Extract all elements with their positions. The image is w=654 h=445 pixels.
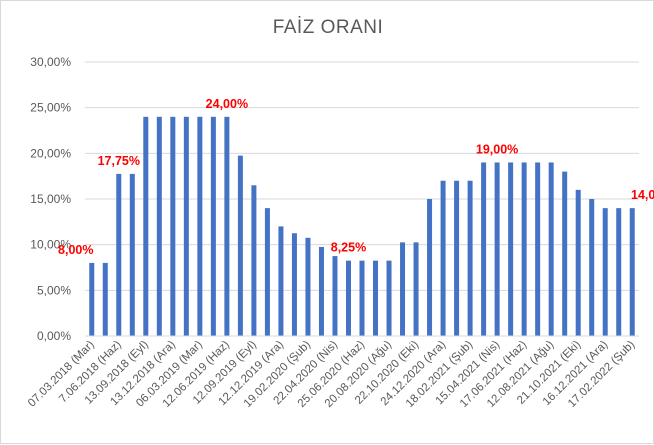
bar (183, 116, 189, 336)
data-label: 8,00% (58, 243, 93, 257)
bar (170, 116, 176, 336)
bar (575, 189, 581, 336)
y-tick-label: 10,00% (30, 238, 71, 252)
bar (305, 237, 311, 336)
y-tick-label: 25,00% (30, 101, 71, 115)
y-tick-label: 0,00% (37, 329, 71, 343)
chart-title: FAİZ ORANI (272, 17, 384, 38)
bar (481, 162, 487, 336)
bar (373, 260, 379, 336)
bar (156, 116, 162, 336)
bar (264, 208, 270, 336)
bar (386, 260, 392, 336)
bar (629, 208, 635, 336)
bar (400, 242, 406, 336)
data-label: 17,75% (98, 154, 140, 168)
bar (413, 242, 419, 336)
data-label: 19,00% (476, 142, 518, 156)
bar (467, 180, 473, 336)
data-label: 24,00% (206, 97, 248, 111)
data-label: 14,00% (631, 188, 654, 202)
y-tick-label: 30,00% (30, 55, 71, 69)
y-tick-label: 20,00% (30, 146, 71, 160)
bar (359, 260, 365, 336)
bar (548, 162, 554, 336)
bar (251, 185, 257, 336)
bar (345, 260, 351, 336)
bar (602, 208, 608, 336)
bar (116, 173, 122, 336)
bar (535, 162, 541, 336)
bar (508, 162, 514, 336)
bar (143, 116, 149, 336)
bar (562, 171, 568, 336)
bar (616, 208, 622, 336)
bar (210, 116, 216, 336)
bar (332, 256, 338, 336)
bar (224, 116, 230, 336)
bar (454, 180, 460, 336)
bar (291, 233, 297, 336)
y-tick-label: 5,00% (37, 283, 71, 297)
y-tick-label: 15,00% (30, 192, 71, 206)
bar (129, 173, 135, 336)
bar (427, 199, 433, 336)
bar (318, 246, 324, 336)
bar (494, 162, 500, 336)
bar (440, 180, 446, 336)
data-label: 8,25% (331, 241, 366, 255)
bar (589, 199, 595, 336)
bar (89, 262, 95, 336)
bar (521, 162, 527, 336)
bar (278, 226, 284, 336)
bar (102, 262, 108, 336)
bar (197, 116, 203, 336)
bar (237, 155, 243, 336)
